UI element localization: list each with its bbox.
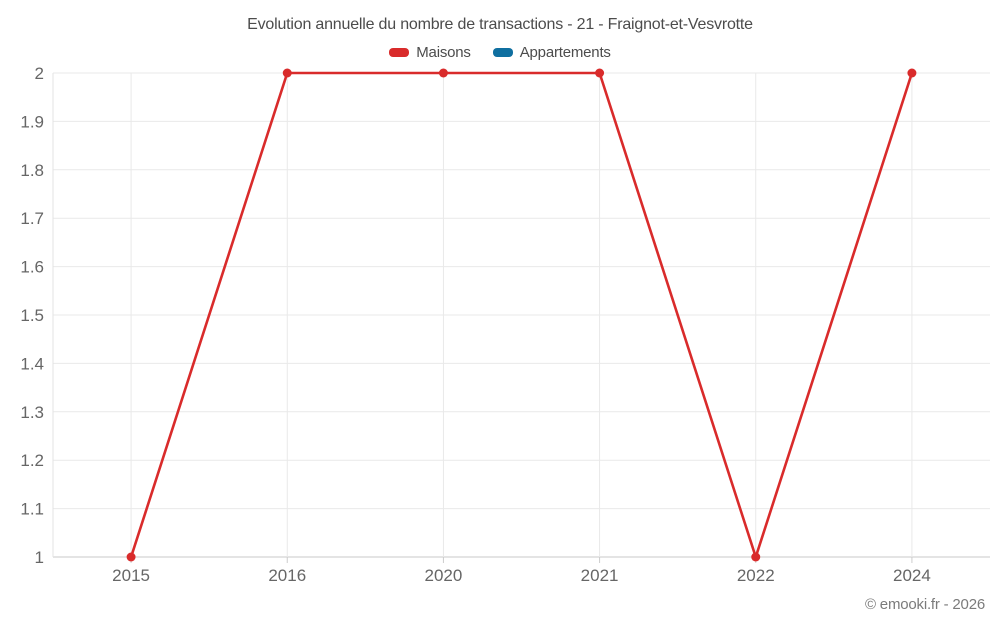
legend-label-appartements: Appartements	[519, 44, 611, 61]
legend-label-maisons: Maisons	[416, 44, 471, 61]
x-tick-label: 2021	[581, 566, 619, 585]
y-tick-label: 1.5	[20, 306, 44, 325]
data-point-maisons	[126, 552, 136, 562]
y-tick-label: 2	[35, 64, 44, 83]
x-tick-label: 2024	[893, 566, 931, 585]
legend-item-maisons[interactable]: Maisons	[389, 44, 471, 61]
data-point-maisons	[282, 68, 292, 78]
y-tick-label: 1	[35, 548, 44, 567]
x-tick-label: 2016	[268, 566, 306, 585]
y-tick-label: 1.3	[20, 403, 44, 422]
x-tick-label: 2020	[425, 566, 463, 585]
maisons-swatch-icon	[389, 48, 410, 57]
data-point-maisons	[751, 552, 761, 562]
y-tick-label: 1.4	[20, 354, 44, 373]
data-point-maisons	[438, 68, 448, 78]
legend-item-appartements[interactable]: Appartements	[492, 44, 611, 61]
y-tick-label: 1.7	[20, 209, 44, 228]
series-line-maisons	[129, 71, 914, 559]
chart-legend: Maisons Appartements	[0, 44, 1000, 61]
chart-title: Evolution annuelle du nombre de transact…	[247, 16, 753, 33]
y-tick-label: 1.9	[20, 112, 44, 131]
x-tick-label: 2022	[737, 566, 775, 585]
y-tick-label: 1.6	[20, 258, 44, 277]
copyright-text: © emooki.fr - 2026	[864, 596, 985, 613]
y-tick-label: 1.8	[20, 161, 44, 180]
x-tick-label: 2015	[112, 566, 150, 585]
y-tick-label: 1.1	[20, 500, 44, 519]
data-point-maisons	[907, 68, 917, 78]
appartements-swatch-icon	[492, 48, 513, 57]
data-point-maisons	[595, 68, 605, 78]
y-tick-label: 1.2	[20, 451, 44, 470]
